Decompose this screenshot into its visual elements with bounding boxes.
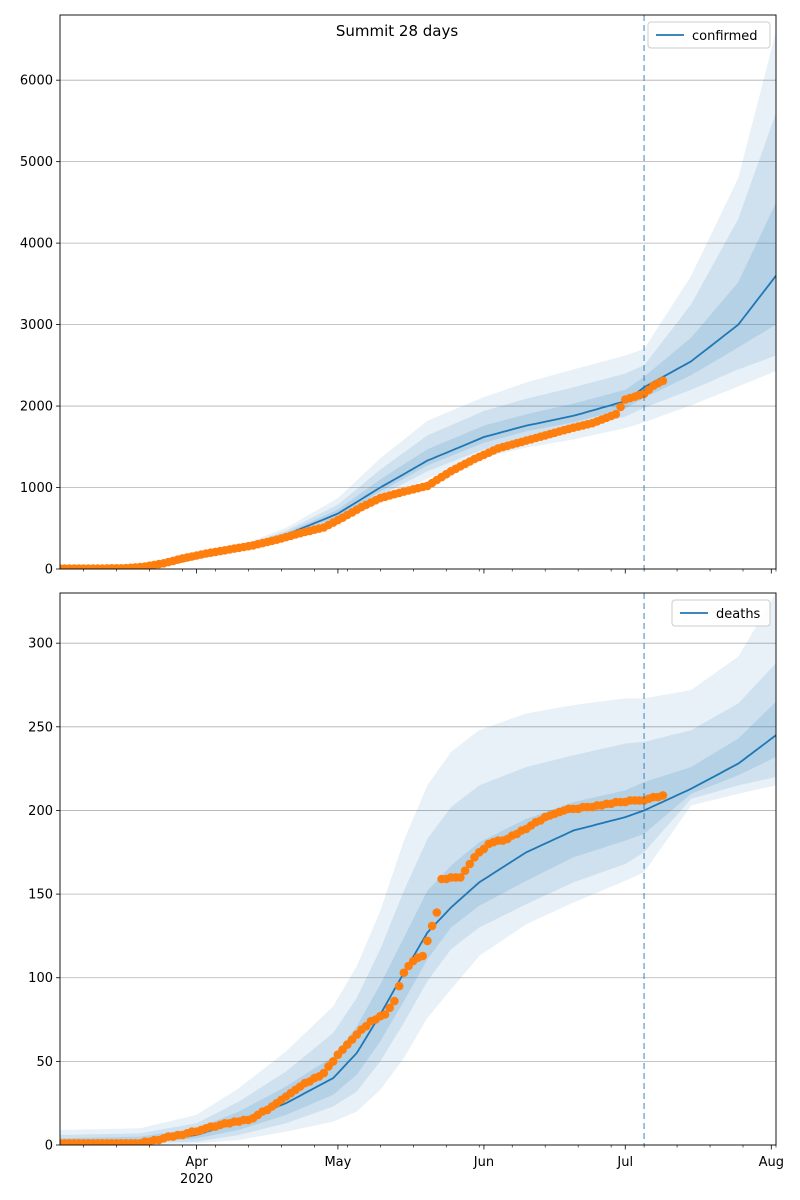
- uncertainty-band: [60, 593, 776, 1145]
- y-tick-label: 2000: [20, 400, 53, 415]
- observed-point: [611, 409, 621, 419]
- observed-point: [319, 1068, 329, 1078]
- y-tick-label: 50: [36, 1055, 53, 1070]
- x-tick-label: Jul: [616, 1155, 633, 1170]
- chart-title: Summit 28 days: [336, 22, 459, 40]
- confirmed-panel: 0 1000 2000 3000 4000 5000 6000 confirmed: [20, 14, 777, 578]
- observed-point: [423, 936, 432, 946]
- observed-point: [658, 376, 668, 386]
- observed-point: [427, 921, 437, 931]
- deaths-panel: 0 50 100 150 200 250 300 Apr 2020 May Jun Jul Aug dea…: [28, 592, 784, 1187]
- y-tick-label: 4000: [20, 237, 53, 252]
- observed-point: [432, 908, 442, 917]
- y-tick-label: 200: [28, 804, 53, 819]
- observed-point: [418, 951, 428, 961]
- legend-box: [647, 21, 771, 49]
- x-tick-label: Aug: [759, 1155, 784, 1170]
- observed-point: [460, 866, 470, 875]
- y-tick-label: 3000: [20, 318, 53, 333]
- x-tick-sublabel: 2020: [180, 1172, 213, 1187]
- observed-point: [399, 968, 409, 977]
- legend: confirmed: [647, 21, 771, 49]
- legend-label: confirmed: [692, 29, 758, 44]
- observed-point: [456, 873, 465, 882]
- y-tick-label: 0: [45, 1139, 53, 1154]
- y-tick-label: 0: [45, 563, 53, 578]
- observed-point: [394, 981, 404, 991]
- uncertainty-band: [60, 202, 776, 569]
- uncertainty-band: [60, 701, 776, 1145]
- x-tick-label: Jun: [473, 1155, 494, 1170]
- y-tick-label: 6000: [20, 74, 53, 89]
- legend: deaths: [671, 599, 771, 627]
- observed-point: [465, 859, 475, 869]
- observed-point: [385, 1003, 395, 1013]
- axes-frame: [59, 592, 777, 1146]
- observed-point: [658, 791, 668, 800]
- uncertainty-band: [60, 31, 776, 569]
- y-tick-label: 5000: [20, 155, 53, 170]
- observed-point: [616, 402, 625, 412]
- uncertainty-band: [60, 663, 776, 1145]
- y-tick-label: 250: [28, 720, 53, 735]
- legend-label: deaths: [716, 607, 761, 622]
- x-tick-label: May: [324, 1155, 351, 1170]
- legend-box: [671, 599, 771, 627]
- y-tick-label: 100: [28, 971, 53, 986]
- observed-point: [328, 1057, 338, 1066]
- y-tick-label: 300: [28, 637, 53, 652]
- y-tick-label: 1000: [20, 481, 53, 496]
- axes-frame: [59, 14, 777, 570]
- observed-point: [390, 996, 399, 1006]
- y-tick-label: 150: [28, 888, 53, 903]
- x-tick-label: Apr: [185, 1155, 208, 1170]
- observed-point: [380, 1010, 390, 1019]
